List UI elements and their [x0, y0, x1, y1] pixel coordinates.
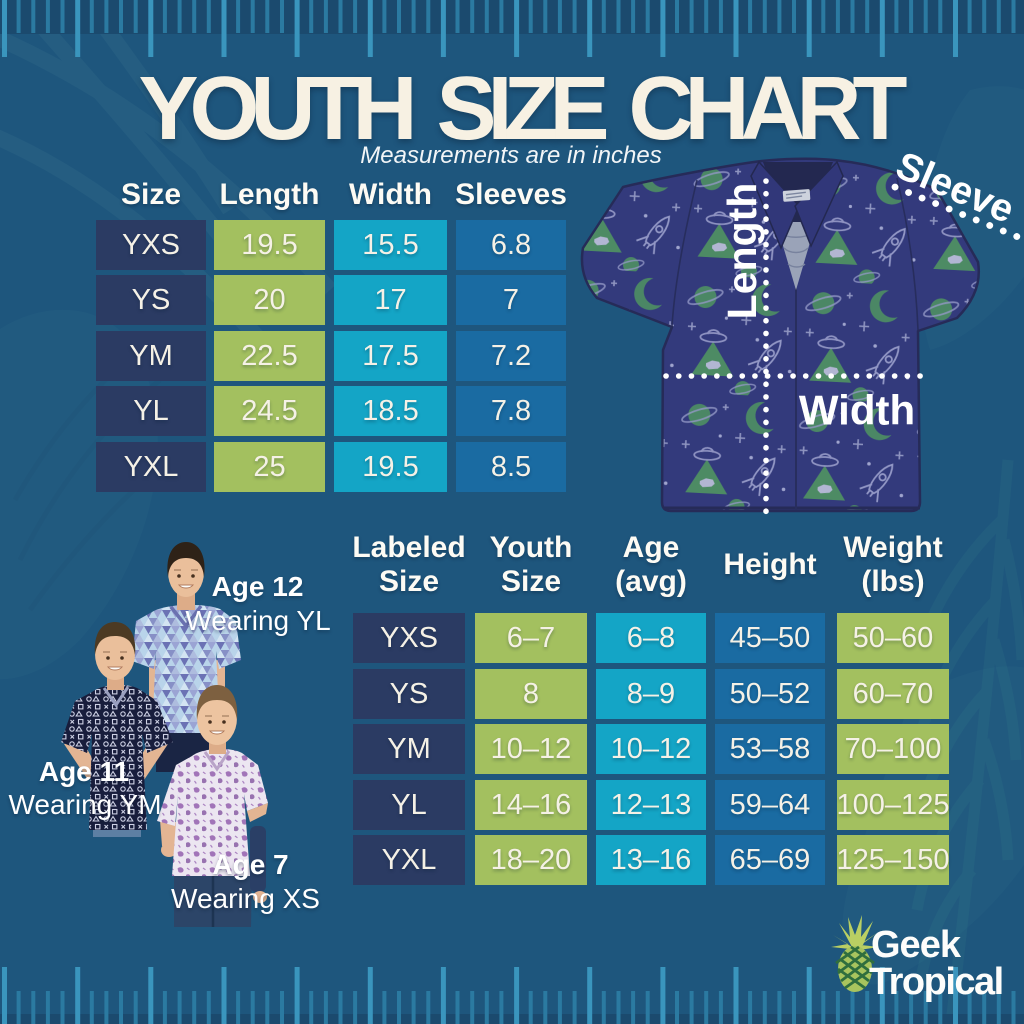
svg-text:Length: Length	[719, 183, 765, 320]
svg-text:Tropical: Tropical	[869, 961, 1003, 1003]
svg-text:Width: Width	[799, 387, 915, 434]
svg-text:Geek: Geek	[871, 924, 962, 966]
